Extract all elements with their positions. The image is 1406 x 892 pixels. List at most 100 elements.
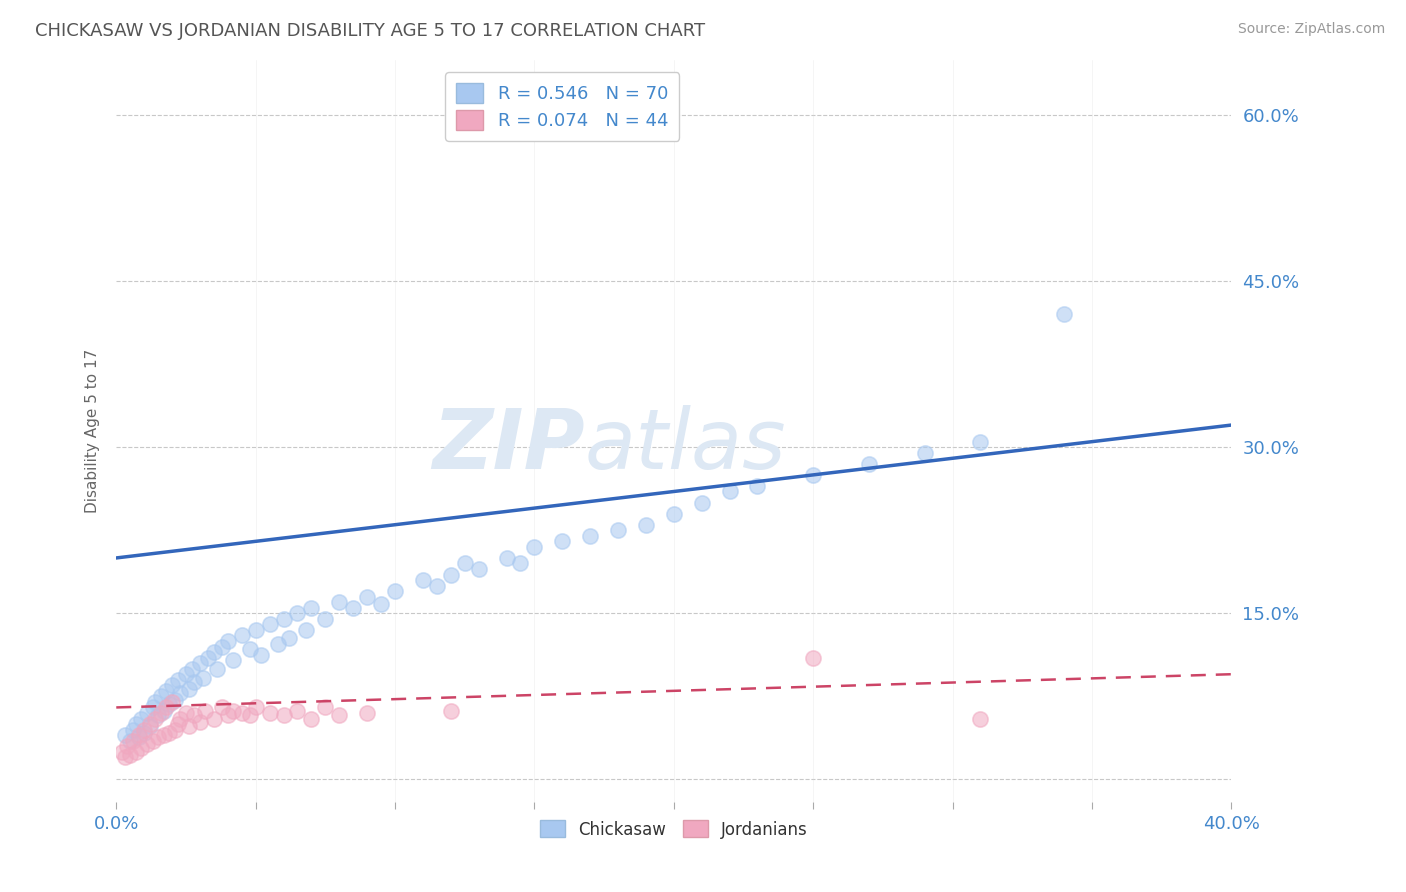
Point <box>163 692 186 706</box>
Point <box>211 640 233 654</box>
Point <box>128 728 150 742</box>
Point <box>328 708 350 723</box>
Point <box>222 704 245 718</box>
Point <box>1053 307 1076 321</box>
Point <box>131 712 153 726</box>
Point <box>149 690 172 704</box>
Point <box>299 712 322 726</box>
Point <box>149 706 172 720</box>
Point <box>495 550 517 565</box>
Point <box>356 706 378 720</box>
Point <box>177 719 200 733</box>
Point <box>273 612 295 626</box>
Point <box>259 617 281 632</box>
Point <box>690 495 713 509</box>
Point <box>239 641 262 656</box>
Point <box>384 584 406 599</box>
Point <box>801 650 824 665</box>
Legend: Chickasaw, Jordanians: Chickasaw, Jordanians <box>533 814 814 846</box>
Point <box>146 731 169 745</box>
Point <box>273 708 295 723</box>
Point <box>177 681 200 696</box>
Point <box>328 595 350 609</box>
Y-axis label: Disability Age 5 to 17: Disability Age 5 to 17 <box>86 349 100 513</box>
Point <box>143 695 166 709</box>
Point <box>143 712 166 726</box>
Point <box>217 708 239 723</box>
Point <box>231 706 253 720</box>
Point <box>287 607 309 621</box>
Point <box>239 708 262 723</box>
Point <box>314 700 336 714</box>
Point <box>174 667 197 681</box>
Point <box>523 540 546 554</box>
Text: atlas: atlas <box>585 405 786 486</box>
Point <box>180 662 202 676</box>
Point <box>157 726 180 740</box>
Point <box>111 745 134 759</box>
Point <box>202 645 225 659</box>
Point <box>169 686 191 700</box>
Point <box>169 712 191 726</box>
Point <box>509 557 531 571</box>
Point <box>426 579 449 593</box>
Point <box>136 706 159 720</box>
Point <box>245 700 267 714</box>
Point <box>117 739 139 754</box>
Point <box>222 653 245 667</box>
Point <box>607 523 630 537</box>
Point <box>141 733 163 747</box>
Point <box>155 683 177 698</box>
Point <box>202 712 225 726</box>
Point <box>747 479 769 493</box>
Point <box>125 745 148 759</box>
Point <box>295 623 318 637</box>
Point <box>370 598 392 612</box>
Point <box>155 700 177 714</box>
Point <box>551 534 574 549</box>
Point <box>412 573 434 587</box>
Point <box>969 712 991 726</box>
Point <box>299 600 322 615</box>
Point <box>166 717 188 731</box>
Point <box>138 719 160 733</box>
Point <box>191 671 214 685</box>
Text: Source: ZipAtlas.com: Source: ZipAtlas.com <box>1237 22 1385 37</box>
Point <box>134 723 156 737</box>
Point <box>174 706 197 720</box>
Point <box>250 648 273 663</box>
Point <box>131 741 153 756</box>
Point <box>125 717 148 731</box>
Point <box>166 673 188 687</box>
Text: CHICKASAW VS JORDANIAN DISABILITY AGE 5 TO 17 CORRELATION CHART: CHICKASAW VS JORDANIAN DISABILITY AGE 5 … <box>35 22 706 40</box>
Point <box>183 675 205 690</box>
Point <box>160 695 183 709</box>
Point <box>138 717 160 731</box>
Point <box>287 704 309 718</box>
Point <box>217 634 239 648</box>
Point <box>278 631 301 645</box>
Point <box>314 612 336 626</box>
Point <box>356 590 378 604</box>
Point <box>160 678 183 692</box>
Point <box>136 737 159 751</box>
Point <box>342 600 364 615</box>
Point <box>440 567 463 582</box>
Point <box>152 728 174 742</box>
Point <box>858 457 880 471</box>
Point <box>718 484 741 499</box>
Point <box>662 507 685 521</box>
Point <box>114 750 136 764</box>
Point <box>440 704 463 718</box>
Point <box>205 662 228 676</box>
Point <box>245 623 267 637</box>
Point <box>914 446 936 460</box>
Point <box>454 557 477 571</box>
Point <box>146 708 169 723</box>
Point <box>267 637 290 651</box>
Point <box>467 562 489 576</box>
Point <box>801 467 824 482</box>
Point <box>579 529 602 543</box>
Point <box>141 700 163 714</box>
Point <box>128 731 150 745</box>
